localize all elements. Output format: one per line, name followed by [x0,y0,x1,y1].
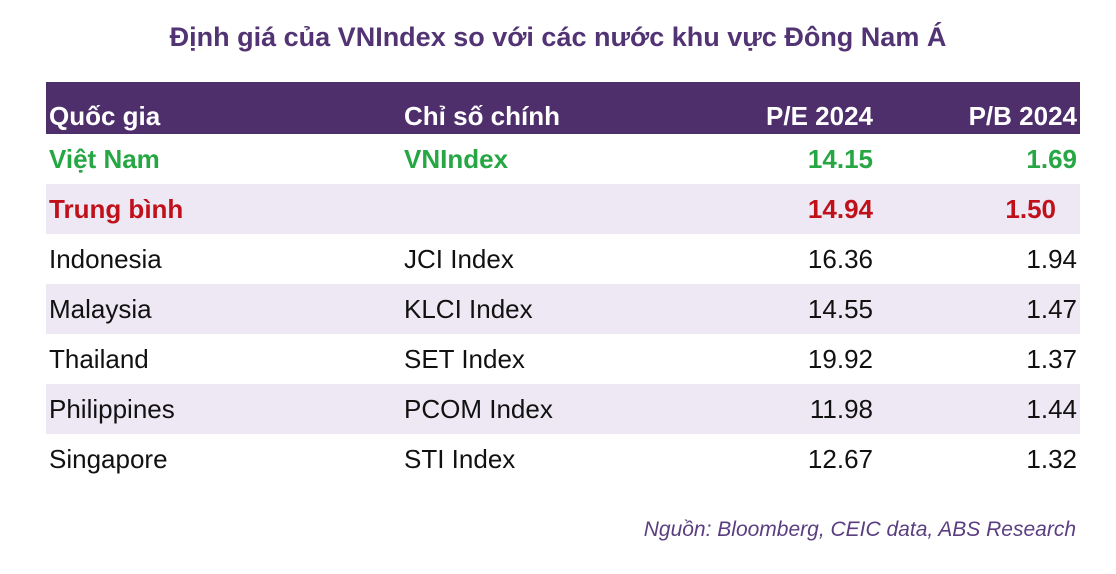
cell-country: Malaysia [46,284,401,334]
cell-index [401,184,736,234]
cell-pb: 1.50 [876,184,1080,234]
cell-pe: 11.98 [736,384,876,434]
header-country: Quốc gia [46,82,401,134]
cell-index: SET Index [404,343,525,374]
header-pe: P/E 2024 [736,82,876,134]
cell-index: KLCI Index [401,284,736,334]
cell-pe: 14.15 [807,143,873,174]
cell-country: Philippines [46,384,401,434]
cell-pe: 12.67 [807,443,873,474]
page-title: Định giá của VNIndex so với các nước khu… [169,22,947,52]
source-note: Nguồn: Bloomberg, CEIC data, ABS Researc… [643,518,1076,541]
cell-country: Indonesia [49,243,162,274]
cell-pb: 1.94 [1026,243,1077,274]
cell-index: JCI Index [404,243,514,274]
cell-pb: 1.37 [1026,343,1077,374]
cell-index: VNIndex [404,143,509,174]
table-row: Philippines PCOM Index 11.98 1.44 [46,384,1080,434]
cell-pb: 1.32 [1026,443,1077,474]
table-row: Thailand SET Index 19.92 1.37 [46,334,1080,384]
cell-index: STI Index [404,443,516,474]
cell-pe: 16.36 [807,243,873,274]
table-row: Singapore STI Index 12.67 1.32 [46,434,1080,484]
cell-country: Việt Nam [49,143,160,174]
table-row-vietnam: Việt Nam VNIndex 14.15 1.69 [46,134,1080,184]
cell-pe: 14.94 [736,184,876,234]
cell-country: Singapore [49,443,168,474]
table-header-row: Quốc gia Chỉ số chính P/E 2024 P/B 2024 [46,82,1080,134]
table-row: Malaysia KLCI Index 14.55 1.47 [46,284,1080,334]
cell-pb: 1.47 [876,284,1080,334]
cell-pe: 19.92 [807,343,873,374]
table-row-average: Trung bình 14.94 1.50 [46,184,1080,234]
cell-pb: 1.69 [1026,143,1077,174]
table-row: Indonesia JCI Index 16.36 1.94 [46,234,1080,284]
cell-country: Trung bình [46,184,401,234]
cell-pe: 14.55 [736,284,876,334]
cell-index: PCOM Index [401,384,736,434]
cell-pb: 1.44 [876,384,1080,434]
header-index: Chỉ số chính [401,82,736,134]
header-pb: P/B 2024 [876,82,1080,134]
cell-country: Thailand [49,343,149,374]
valuation-table: Quốc gia Chỉ số chính P/E 2024 P/B 2024 … [46,82,1080,484]
